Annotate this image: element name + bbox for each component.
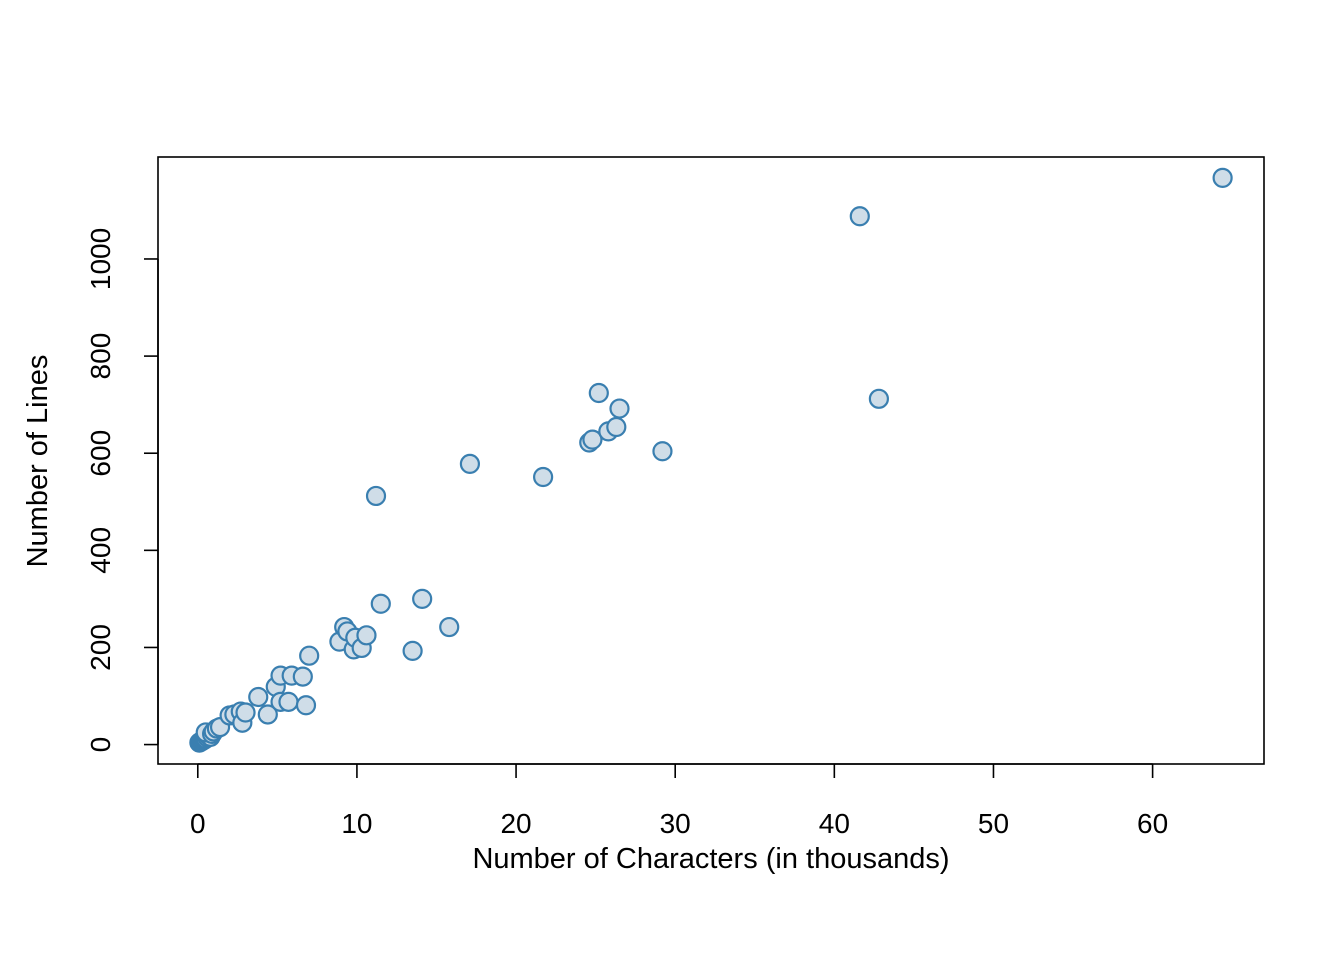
- data-points: [189, 167, 1233, 753]
- data-point: [412, 588, 433, 609]
- x-tick-label: 60: [1137, 808, 1168, 839]
- data-point: [439, 616, 460, 638]
- data-point: [356, 625, 377, 646]
- x-tick-label: 0: [190, 808, 206, 839]
- data-point: [292, 666, 313, 687]
- x-tick-label: 20: [500, 808, 531, 839]
- data-point: [295, 695, 317, 716]
- x-axis-label: Number of Characters (in thousands): [472, 843, 949, 875]
- data-point: [402, 640, 423, 661]
- data-point: [609, 398, 630, 419]
- y-tick-label: 0: [85, 737, 116, 753]
- data-point: [248, 686, 269, 708]
- data-point: [652, 441, 673, 462]
- data-point: [278, 691, 299, 712]
- y-tick-label: 800: [85, 333, 116, 380]
- x-axis: 0 10 20 30 40 50 60: [190, 763, 1168, 839]
- plot-frame: [157, 156, 1265, 765]
- x-tick-label: 50: [978, 808, 1009, 839]
- data-point: [582, 429, 603, 450]
- data-point: [459, 453, 481, 474]
- data-point: [849, 206, 870, 227]
- x-tick-label: 10: [341, 808, 372, 839]
- data-point: [868, 388, 889, 409]
- y-axis-label: Number of Lines: [22, 355, 54, 568]
- data-point: [257, 704, 278, 725]
- data-point: [1212, 167, 1233, 188]
- data-point: [299, 645, 320, 666]
- data-point: [588, 382, 609, 404]
- y-axis: 0 200 400 600 800 1000: [85, 228, 159, 753]
- y-tick-label: 1000: [85, 228, 116, 290]
- data-point: [365, 485, 387, 507]
- x-tick-label: 40: [819, 808, 850, 839]
- y-tick-label: 400: [85, 527, 116, 574]
- x-tick-label: 30: [660, 808, 691, 839]
- y-tick-label: 600: [85, 430, 116, 477]
- data-point: [370, 593, 391, 614]
- data-point: [606, 416, 627, 438]
- data-point: [235, 702, 256, 723]
- y-tick-label: 200: [85, 624, 116, 671]
- data-point: [533, 466, 554, 488]
